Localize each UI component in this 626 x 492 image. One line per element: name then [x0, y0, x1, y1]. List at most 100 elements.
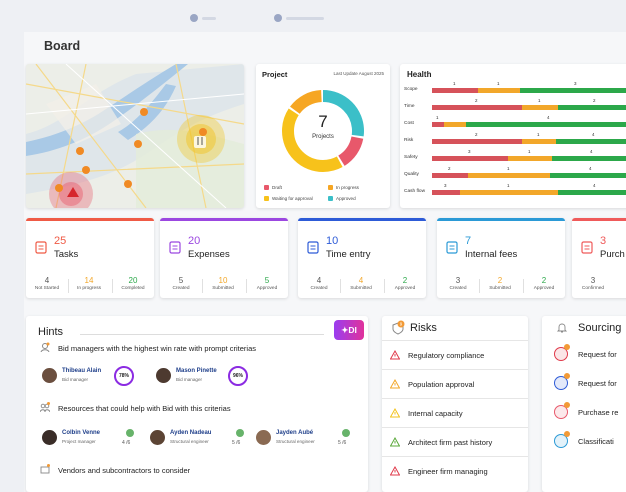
stat-sub-item[interactable]: 3 Confirmed	[572, 276, 614, 291]
project-widget[interactable]: Project Last Update August 2025 7 Projec…	[256, 64, 390, 208]
avatar	[42, 368, 57, 383]
health-bar-segment	[468, 173, 550, 178]
donut-segment-waiting-for-approval[interactable]	[282, 90, 364, 172]
health-bar	[432, 122, 626, 127]
risk-item[interactable]: Architect firm past history	[382, 427, 528, 455]
stat-sub-item[interactable]: 2 Approved	[384, 276, 426, 291]
warning-icon	[390, 408, 400, 418]
health-row[interactable]: Quality 2 1 4	[404, 166, 626, 181]
map-canvas[interactable]	[26, 64, 244, 208]
health-bar-segment	[550, 173, 626, 178]
resource-card[interactable]: Jayden Aubé Structural engineer 5 /6	[252, 426, 360, 450]
stat-card-expenses[interactable]: 20 Expenses 5 Created 10 Submitted 5 Approved	[160, 218, 288, 298]
legend-swatch	[328, 196, 333, 201]
donut-segment-approved[interactable]	[282, 90, 364, 172]
sourcing-item[interactable]: Classificati	[542, 427, 626, 455]
ai-assistant-button[interactable]: ✦ DI	[334, 320, 364, 340]
person-name: Ayden Nadeau	[170, 430, 212, 436]
stat-card-purch[interactable]: 3 Purch 3 Confirmed	[572, 218, 626, 298]
avatar	[156, 368, 171, 383]
health-value: 1	[528, 149, 531, 154]
receipt-icon	[446, 241, 458, 254]
health-value: 1	[453, 81, 456, 86]
stat-card-internal-fees[interactable]: 7 Internal fees 3 Created 2 Submitted 2 Approve…	[437, 218, 565, 298]
map-widget[interactable]	[26, 64, 244, 208]
bid-manager-card[interactable]: Thibeau Alain Bid manager 78%	[38, 364, 138, 388]
health-bar-segment	[466, 122, 626, 127]
health-row[interactable]: Time 2 1 2	[404, 98, 626, 113]
health-row[interactable]: Scope 1 1 3	[404, 81, 626, 96]
stat-sub-label: Created	[449, 286, 467, 291]
person-role: Bid manager	[176, 377, 203, 382]
avatar[interactable]	[274, 14, 282, 22]
stat-sub-label: Approved	[394, 286, 416, 291]
stat-sub-item[interactable]: 4 Submitted	[340, 276, 382, 291]
bid-manager-card[interactable]: Mason Pinette Bid manager 96%	[152, 364, 252, 388]
health-bar-segment	[432, 122, 444, 127]
stat-card-time-entry[interactable]: 10 Time entry 4 Created 4 Submitted 2 Approved	[298, 218, 426, 298]
health-value: 4	[547, 115, 550, 120]
legend-swatch	[328, 185, 333, 190]
person-name: Thibeau Alain	[62, 368, 102, 374]
stat-sub-value: 2	[497, 276, 503, 285]
user-search-icon	[40, 342, 50, 352]
sourcing-item[interactable]: Purchase re	[542, 398, 626, 426]
stat-sub-item[interactable]: 5 Approved	[246, 276, 288, 291]
person-role: Project manager	[62, 439, 96, 444]
stat-sub-item[interactable]: 2 Submitted	[479, 276, 521, 291]
health-row[interactable]: Risk 2 1 4	[404, 132, 626, 147]
stat-count: 10	[326, 235, 339, 247]
risk-item[interactable]: Population approval	[382, 369, 528, 397]
project-donut-chart[interactable]	[278, 86, 368, 176]
risk-label: Architect firm past history	[408, 438, 493, 447]
health-row[interactable]: Cost 1 4	[404, 115, 626, 130]
risk-item[interactable]: Internal capacity	[382, 398, 528, 426]
stat-name: Tasks	[54, 249, 79, 260]
risk-item[interactable]: Engineer firm managing	[382, 456, 528, 484]
stat-sub-item[interactable]: 14 In progress	[68, 276, 110, 291]
stat-accent-bar	[437, 218, 565, 221]
warning-icon	[390, 379, 400, 389]
sourcing-label: Request for	[578, 379, 617, 388]
avatar[interactable]	[190, 14, 198, 22]
sourcing-item[interactable]: Request for	[542, 340, 626, 368]
stat-sub-value: 3	[590, 276, 596, 285]
health-value: 4	[590, 149, 593, 154]
divider	[112, 279, 113, 293]
stat-sub-value: 5	[264, 276, 270, 285]
stat-sub-item[interactable]: 4 Not Started	[26, 276, 68, 291]
sourcing-panel: Sourcing Request for Request for Purchase …	[542, 316, 626, 492]
stat-name: Internal fees	[465, 249, 518, 260]
board: Board Project	[24, 32, 626, 492]
risk-item[interactable]: Regulatory compliance	[382, 340, 528, 368]
stat-sub-value: 14	[84, 276, 94, 285]
health-widget[interactable]: Health Scope 1 1 3 Time 2 1 2 Cost 1 4 Risk 2 1 4 Safet…	[400, 64, 626, 208]
stat-card-tasks[interactable]: 25 Tasks 4 Not Started 14 In progress 20 Comple…	[26, 218, 154, 298]
hint-question-3: Vendors and subcontractors to consider	[58, 466, 191, 475]
health-row[interactable]: Safety 3 1 4	[404, 149, 626, 164]
divider	[68, 279, 69, 293]
stat-sub-item[interactable]: 5 Created	[160, 276, 202, 291]
health-title: Health	[407, 70, 432, 79]
resource-card[interactable]: Colbin Venne Project manager 4 /6	[38, 426, 142, 450]
resource-card[interactable]: Ayden Nadeau Structural engineer 5 /6	[146, 426, 252, 450]
stat-count: 3	[600, 235, 607, 247]
stat-breakdown: 3 Created 2 Submitted 2 Approved	[437, 276, 565, 298]
team-icon	[40, 402, 50, 412]
project-count: 7	[318, 112, 328, 131]
health-row[interactable]: Cash flow 3 1 4	[404, 183, 626, 198]
hints-panel: Hints ✦ DI Bid managers with the highest …	[26, 316, 368, 492]
health-bar-segment	[522, 139, 556, 144]
health-row-label: Cost	[404, 121, 414, 126]
stat-sub-label: Created	[172, 286, 190, 291]
stat-sub-item[interactable]: 10 Submitted	[202, 276, 244, 291]
sourcing-item[interactable]: Request for	[542, 369, 626, 397]
divider	[384, 279, 385, 293]
stat-sub-item[interactable]: 2 Approved	[523, 276, 565, 291]
stat-sub-item[interactable]: 4 Created	[298, 276, 340, 291]
stat-sub-item[interactable]: 20 Completed	[112, 276, 154, 291]
person-name: Jayden Aubé	[276, 430, 314, 436]
stat-sub-value: 4	[316, 276, 322, 285]
risk-label: Population approval	[408, 380, 475, 389]
stat-sub-item[interactable]: 3 Created	[437, 276, 479, 291]
